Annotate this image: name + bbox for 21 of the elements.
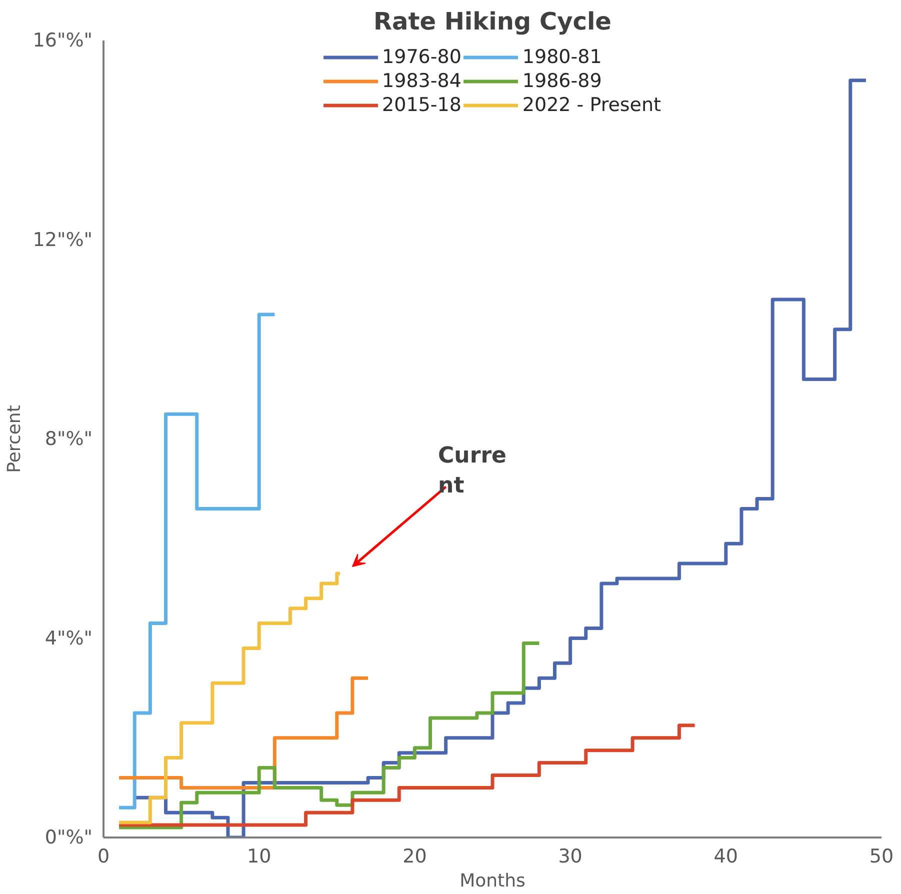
x-tick-label: 50 [869,846,894,868]
y-tick-label: 8"%" [44,428,93,450]
x-tick-label: 40 [714,846,738,868]
x-axis-title: Months [460,870,526,892]
legend-label: 1980-81 [522,46,602,68]
legend-label: 1983-84 [382,70,462,92]
y-tick-label: 12"%" [32,228,93,251]
x-tick-label: 0 [97,846,110,868]
annotation: Curre nt [438,443,506,498]
legend-label: 2015-18 [382,94,462,116]
x-tick-label: 10 [247,846,272,868]
x-tick-label: 30 [558,846,582,868]
legend-label: 2022 - Present [522,94,661,116]
y-tick-label: 0"%" [44,826,93,848]
y-axis-title: Percent [4,405,25,473]
y-tick-label: 16"%" [32,30,93,52]
legend-label: 1976-80 [382,46,462,68]
x-tick-label: 20 [402,846,427,868]
chart-title: Rate Hiking Cycle [374,8,612,36]
legend-label: 1986-89 [522,70,602,92]
y-tick-label: 4"%" [44,627,93,650]
